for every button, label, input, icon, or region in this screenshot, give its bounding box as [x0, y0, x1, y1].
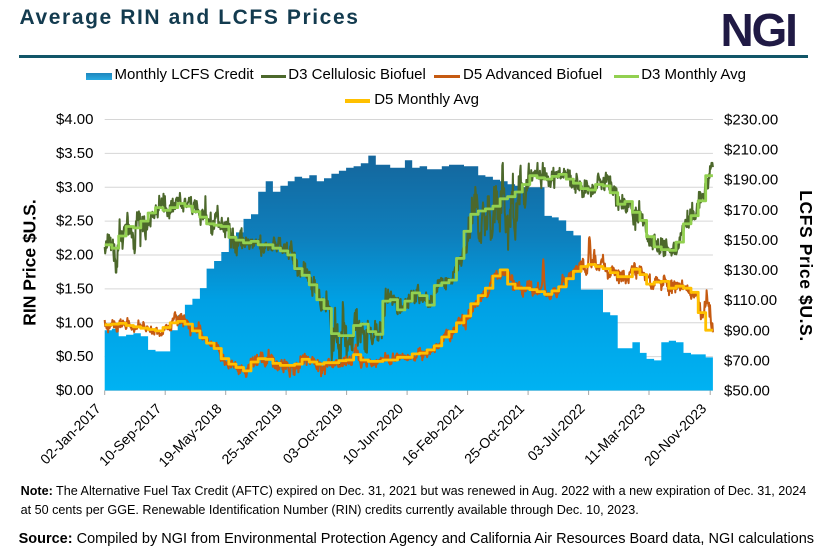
svg-text:16-Feb-2021: 16-Feb-2021 — [399, 400, 467, 468]
svg-text:25-Oct-2021: 25-Oct-2021 — [461, 400, 527, 466]
svg-text:03-Oct-2019: 03-Oct-2019 — [279, 400, 345, 466]
svg-text:LCFS Price $U.S.: LCFS Price $U.S. — [796, 190, 816, 342]
svg-text:$0.00: $0.00 — [56, 382, 94, 399]
svg-text:$130.00: $130.00 — [724, 262, 778, 279]
svg-text:RIN Price $U.S.: RIN Price $U.S. — [20, 199, 40, 325]
svg-text:$90.00: $90.00 — [724, 322, 770, 339]
svg-text:$1.50: $1.50 — [56, 281, 94, 298]
svg-text:$0.50: $0.50 — [56, 348, 94, 365]
svg-text:02-Jan-2017: 02-Jan-2017 — [37, 400, 104, 467]
svg-text:$210.00: $210.00 — [724, 142, 778, 159]
svg-text:$3.50: $3.50 — [56, 145, 94, 162]
svg-text:$110.00: $110.00 — [724, 292, 777, 309]
svg-text:19-May-2018: 19-May-2018 — [155, 400, 225, 470]
svg-text:03-Jul-2022: 03-Jul-2022 — [524, 400, 588, 464]
svg-text:$150.00: $150.00 — [724, 232, 778, 249]
svg-text:$2.00: $2.00 — [56, 247, 94, 264]
svg-text:$70.00: $70.00 — [724, 352, 770, 369]
svg-text:$4.00: $4.00 — [56, 111, 94, 128]
svg-text:$2.50: $2.50 — [56, 213, 94, 230]
svg-text:$190.00: $190.00 — [724, 172, 778, 189]
svg-text:20-Nov-2023: 20-Nov-2023 — [641, 400, 710, 469]
svg-text:$170.00: $170.00 — [724, 202, 778, 219]
svg-text:$1.00: $1.00 — [56, 314, 94, 331]
svg-text:11-Mar-2023: 11-Mar-2023 — [581, 400, 648, 467]
svg-text:25-Jan-2019: 25-Jan-2019 — [218, 400, 285, 467]
svg-text:$3.00: $3.00 — [56, 179, 94, 196]
svg-text:10-Jun-2020: 10-Jun-2020 — [339, 400, 406, 467]
svg-text:$230.00: $230.00 — [724, 112, 778, 129]
svg-text:$50.00: $50.00 — [724, 383, 770, 400]
